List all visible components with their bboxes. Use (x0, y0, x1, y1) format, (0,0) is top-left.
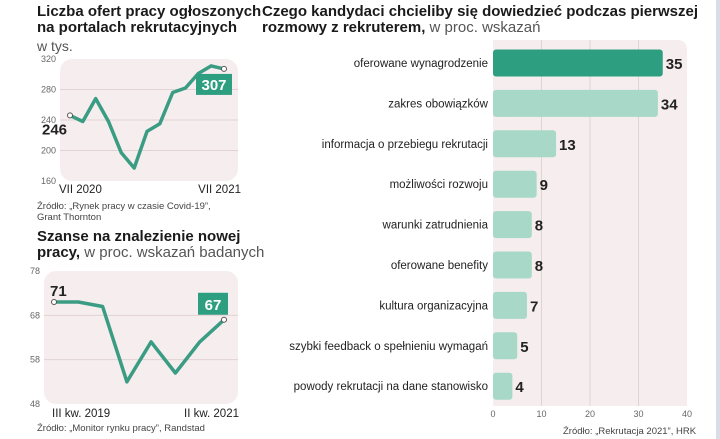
chances-source: Źródło: „Monitor rynku pracy”, Randstad (37, 423, 205, 434)
bar-category-label: oferowane wynagrodzenie (354, 58, 488, 70)
offers-end-value-box (196, 73, 232, 95)
candidates-title-line-2-thin: w proc. wskazań (425, 19, 541, 36)
offers-source: Źródło: „Rynek pracy w czasie Covid-19”,… (37, 201, 211, 223)
candidates-source: Źródło: „Rekrutacja 2021”, HRK (563, 426, 697, 437)
bar-value-label: 13 (559, 137, 576, 154)
bar (493, 291, 527, 319)
offers-series-line (68, 64, 226, 170)
bars-x-tick-label: 30 (633, 409, 643, 419)
chances-end-point (221, 316, 227, 323)
chances-x-start-label: III kw. 2019 (52, 408, 110, 420)
offers-title-line-2: na portalach rekrutacyjnych (37, 19, 238, 36)
chances-start-value-label: 71 (50, 283, 67, 300)
chances-end-value-label: 67 (205, 297, 222, 314)
offers-x-start-label: VII 2020 (59, 184, 102, 196)
bar (493, 332, 518, 360)
bar-value-label: 9 (540, 177, 548, 194)
offers-y-tick-label: 320 (41, 54, 56, 64)
bars-x-tick-label: 40 (682, 409, 692, 419)
chances-line-chart: 48 58 68 78 71 67 III kw. 2019 II kw. 2021 (30, 266, 239, 420)
bar-value-label: 5 (520, 339, 528, 356)
candidates-title-line-2-bold: rozmowy z rekruterem, (262, 19, 426, 36)
chances-y-tick-label: 68 (30, 310, 40, 320)
offers-y-tick-label: 240 (41, 115, 56, 125)
offers-y-tick-label: 280 (41, 85, 56, 95)
bar (493, 251, 532, 279)
bar (493, 211, 532, 239)
bar (493, 49, 663, 77)
bar-value-label: 7 (530, 298, 538, 315)
candidates-title-line-1: Czego kandydaci chcieliby się dowiedzieć… (262, 3, 698, 20)
bar-value-label: 8 (535, 218, 543, 235)
chances-y-tick-label: 78 (30, 266, 40, 276)
bar-category-label: informacja o przebiegu rekrutacji (322, 139, 488, 151)
offers-start-point (67, 112, 73, 119)
chances-x-end-label: II kw. 2021 (184, 408, 239, 420)
bar-value-label: 4 (515, 379, 524, 396)
bar-category-label: powody rekrutacji na dane stanowisko (294, 381, 488, 393)
candidates-chart-title: Czego kandydaci chcieliby się dowiedzieć… (262, 4, 698, 36)
bar (493, 170, 537, 198)
bar-value-label: 35 (666, 56, 683, 73)
bars-x-tick-label: 20 (585, 409, 595, 419)
offers-line-chart: 160 200 240 280 320 246 307 VII 2020 VII 2021 (41, 54, 241, 196)
bar (493, 130, 557, 158)
bar-category-label: szybki feedback o spełnieniu wymagań (289, 341, 488, 353)
offers-chart-title: Liczba ofert pracy ogłoszonych na portal… (37, 4, 261, 36)
chances-y-tick-label: 58 (30, 355, 40, 365)
bars-x-tick-label: 10 (536, 409, 546, 419)
bar-category-label: kultura organizacyjna (379, 300, 488, 312)
bars-x-tick-label: 0 (490, 409, 495, 419)
chances-end-value-box (198, 292, 228, 315)
offers-source-line-1: Źródło: „Rynek pracy w czasie Covid-19”, (37, 201, 211, 212)
chances-y-tick-label: 48 (30, 399, 40, 409)
offers-end-point (221, 65, 227, 72)
offers-x-end-label: VII 2021 (198, 184, 241, 196)
bar-value-label: 34 (661, 96, 678, 113)
chances-title-line-2-thin: w proc. wskazań badanych (80, 244, 265, 261)
bar-value-label: 8 (535, 258, 543, 275)
bar-category-label: możliwości rozwoju (390, 179, 488, 191)
offers-title-line-1: Liczba ofert pracy ogłoszonych (37, 3, 262, 20)
chances-chart-title: Szanse na znalezienie nowej pracy, w pro… (37, 229, 264, 261)
chances-title-line-2-bold: pracy, (37, 244, 81, 261)
chances-title-line-1: Szanse na znalezienie nowej (37, 228, 241, 245)
bar-category-label: warunki zatrudnienia (382, 220, 489, 232)
bar (493, 89, 658, 117)
offers-source-line-2: Grant Thornton (37, 212, 102, 223)
chances-start-point (51, 299, 57, 306)
chances-series-line (52, 300, 226, 384)
bar-category-label: zakres obowiązków (388, 98, 488, 110)
bar-category-label: oferowane benefity (391, 260, 488, 272)
offers-y-tick-label: 200 (41, 146, 56, 156)
offers-start-value-label: 246 (42, 121, 67, 138)
offers-unit: w tys. (37, 38, 73, 54)
right-edge-strip (716, 0, 720, 439)
offers-y-tick-label: 160 (41, 176, 56, 186)
offers-end-value-label: 307 (201, 77, 226, 94)
bar (493, 372, 513, 400)
